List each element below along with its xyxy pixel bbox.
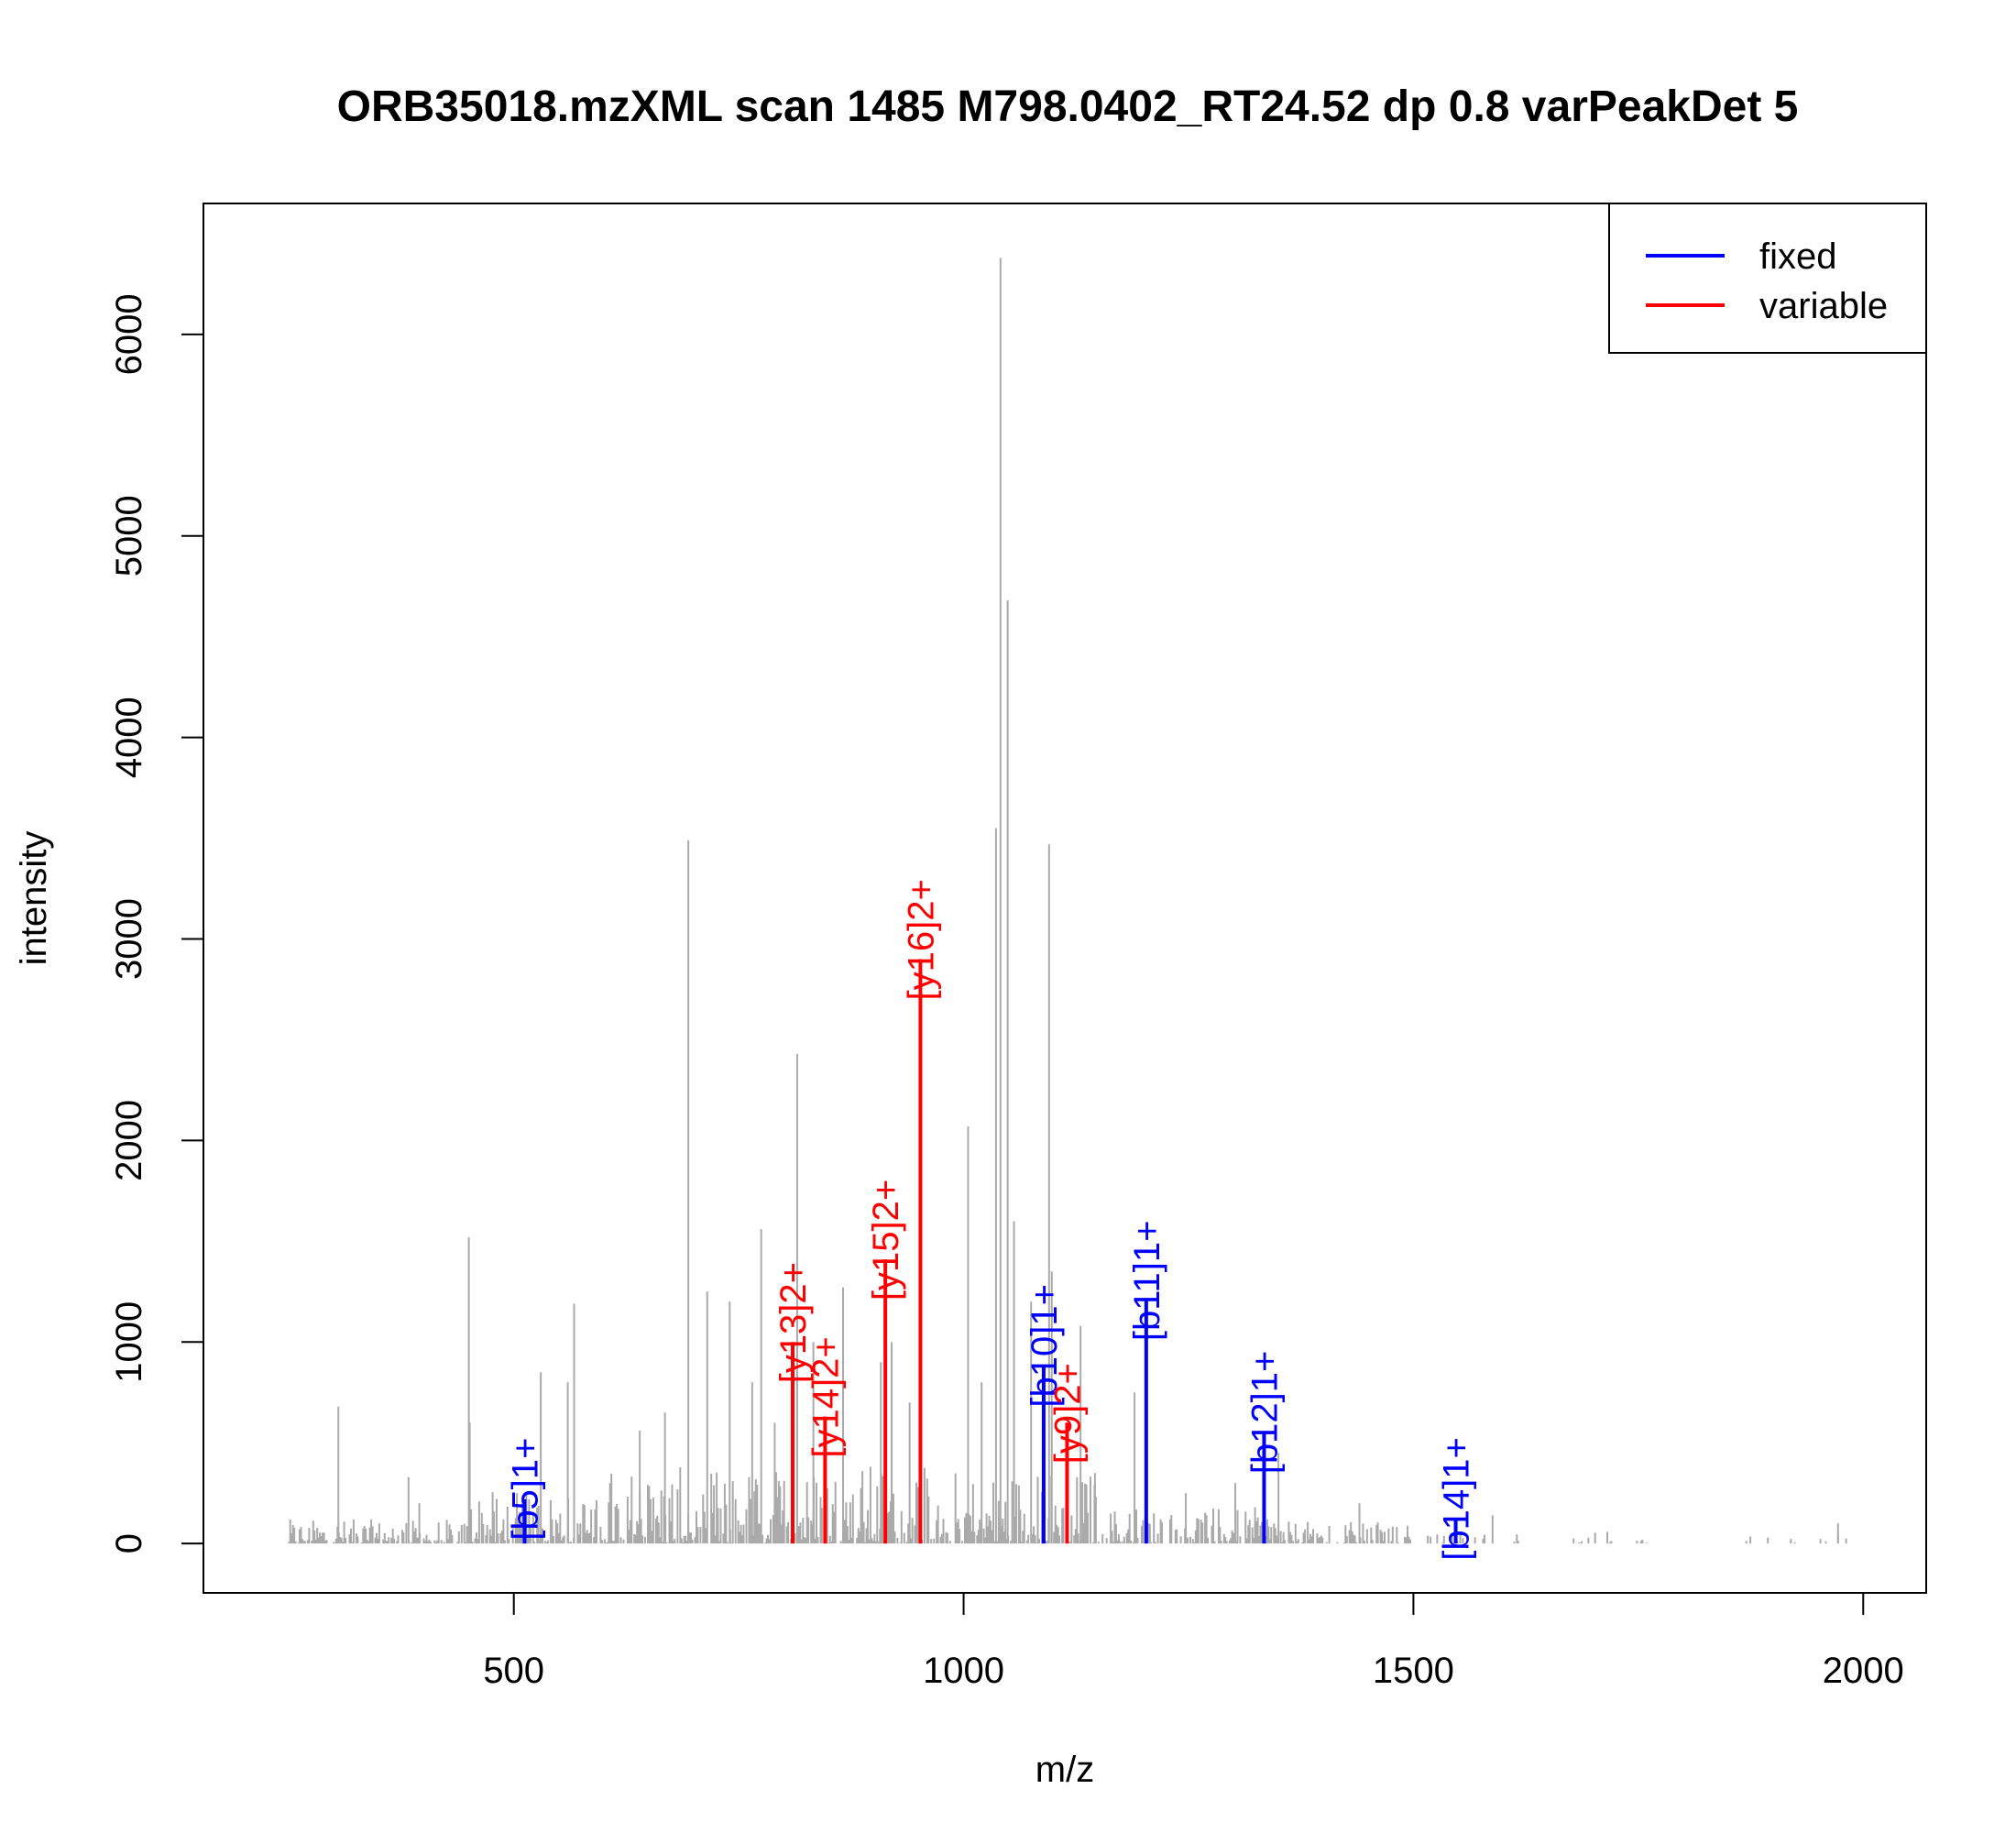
- y-tick-label: 1000: [109, 1301, 149, 1383]
- y-tick-label: 4000: [109, 697, 149, 778]
- y-tick-label: 2000: [109, 1100, 149, 1181]
- y-tick-label: 0: [109, 1533, 149, 1553]
- legend-label-fixed: fixed: [1759, 236, 1837, 277]
- x-axis-label: m/z: [1035, 1750, 1094, 1790]
- peak-label: [y9]2+: [1048, 1363, 1089, 1464]
- legend-label-variable: variable: [1759, 286, 1888, 326]
- x-tick-label: 500: [483, 1651, 544, 1691]
- x-tick-label: 1500: [1373, 1651, 1454, 1691]
- chart-title: ORB35018.mzXML scan 1485 M798.0402_RT24.…: [337, 82, 1799, 131]
- legend-box: [1608, 203, 1927, 354]
- y-axis-label: intensity: [14, 831, 54, 966]
- peak-label: [b12]1+: [1245, 1351, 1286, 1475]
- x-tick-label: 1000: [923, 1651, 1004, 1691]
- peak-label: [y14]2+: [805, 1336, 846, 1457]
- x-axis: 500 1000 1500 2000: [483, 1592, 1904, 1691]
- y-tick-label: 6000: [109, 293, 149, 375]
- legend: fixed variable: [1608, 203, 1927, 354]
- peak-label: [y16]2+: [901, 879, 941, 1000]
- y-tick-label: 3000: [109, 898, 149, 980]
- y-tick-label: 5000: [109, 495, 149, 576]
- peak-label: [y15]2+: [866, 1180, 906, 1301]
- peak-label: [b14]1+: [1437, 1437, 1477, 1561]
- annotated-peaks: [b5]1+ [y13]2+[y14]2+ [y15]2+ [y16]2+ [b10]1…: [506, 879, 1477, 1561]
- background-peaks: [337, 258, 1839, 1544]
- peak-label: [b5]1+: [506, 1437, 546, 1540]
- peak-label: [b10]1+: [1024, 1284, 1065, 1408]
- peak-label: [b11]1+: [1127, 1220, 1167, 1341]
- peak-label: [y13]2+: [773, 1262, 814, 1383]
- x-tick-label: 2000: [1823, 1651, 1904, 1691]
- y-axis: 0 1000 2000 3000 4000 5000 6000: [109, 293, 204, 1553]
